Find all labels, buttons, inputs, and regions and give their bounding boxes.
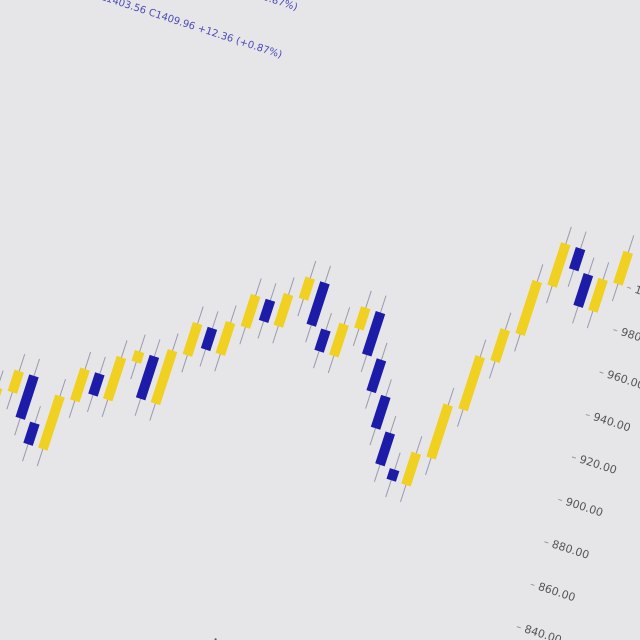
- y-tick-label: 860.00: [536, 580, 577, 604]
- y-tick: [530, 583, 535, 586]
- y-tick-label: 880.00: [550, 538, 591, 562]
- candle-body: [366, 358, 387, 394]
- y-tick-label: 920.00: [578, 453, 619, 477]
- y-tick: [585, 413, 590, 417]
- y-tick-label: 900.00: [564, 495, 605, 519]
- legend-line: H1494.06 L1403.56 C1409.96 +12.36 (+0.87…: [50, 0, 283, 61]
- y-tick-label: 960.00: [605, 368, 640, 392]
- candle-body: [588, 277, 608, 313]
- candle-body: [354, 306, 371, 331]
- candle-body: [102, 355, 127, 402]
- y-tick: [571, 456, 576, 459]
- y-tick: [516, 626, 521, 629]
- y-tick: [627, 286, 632, 289]
- candle-body: [547, 242, 571, 288]
- candle-body: [306, 281, 330, 327]
- candle-body: [329, 322, 349, 358]
- y-tick-label: 1000.00: [633, 283, 640, 309]
- candle-body: [401, 451, 422, 487]
- candle-body: [386, 468, 400, 482]
- candle-body: [23, 421, 40, 446]
- candle-body: [375, 431, 395, 467]
- candle-body: [215, 320, 236, 356]
- candle-body: [182, 321, 203, 357]
- candle-body: [200, 326, 218, 352]
- candle-body: [362, 311, 386, 357]
- candle-body: [70, 367, 90, 403]
- candle-body: [15, 374, 39, 420]
- candle-body: [240, 293, 261, 329]
- candle-body: [150, 349, 178, 406]
- y-tick: [558, 498, 563, 502]
- candle-body: [0, 385, 3, 464]
- candle-body: [88, 372, 105, 397]
- candle-body: [314, 328, 331, 353]
- candle-body: [426, 403, 453, 460]
- candle-body: [38, 394, 65, 451]
- candle-body: [490, 328, 511, 364]
- x-tick-label: May: [211, 636, 237, 640]
- candle-body: [515, 279, 543, 336]
- candle-body: [7, 369, 24, 394]
- candle-body: [273, 292, 294, 328]
- y-tick: [613, 329, 618, 332]
- candle-body: [573, 273, 594, 308]
- y-tick-label: 980.00: [619, 325, 640, 349]
- candle-body: [298, 276, 315, 301]
- candle-body: [131, 350, 145, 364]
- candle-body: [370, 394, 391, 430]
- y-tick-label: 840.00: [523, 622, 564, 640]
- candle-wick: [0, 370, 4, 479]
- y-tick-label: 940.00: [592, 410, 633, 434]
- candle-body: [613, 250, 633, 286]
- y-tick: [544, 541, 549, 544]
- candle-body: [258, 298, 276, 324]
- candle-body: [568, 247, 586, 272]
- candle-body: [135, 354, 160, 401]
- candle-body: [458, 355, 485, 412]
- y-tick: [599, 371, 604, 374]
